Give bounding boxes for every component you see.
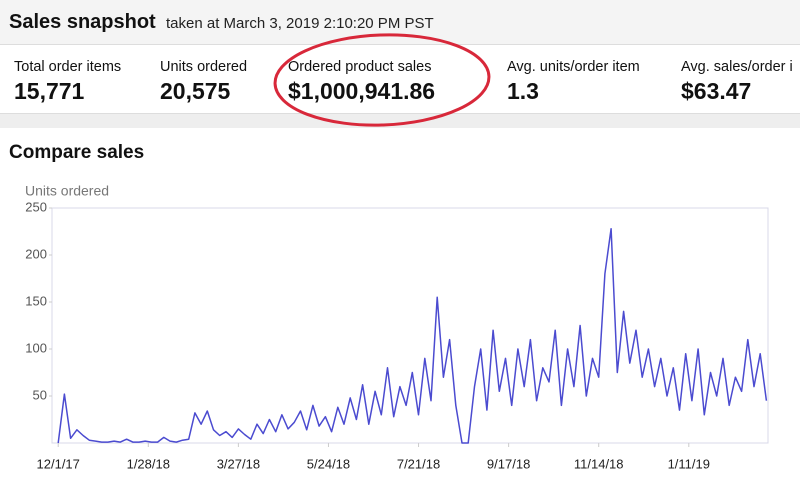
- x-tick-label: 12/1/17: [37, 456, 80, 471]
- y-tick-label: 100: [25, 340, 47, 355]
- y-tick-label: 150: [25, 293, 47, 308]
- metric: Avg. units/order item 1.3: [507, 59, 640, 105]
- plot-frame: [51, 207, 769, 444]
- metric-value: 15,771: [14, 78, 85, 104]
- metric: Units ordered 20,575: [160, 59, 247, 105]
- metric-label: Avg. units/order item: [507, 59, 640, 75]
- x-tick-label: 11/14/18: [574, 456, 624, 471]
- highlight-circle: [273, 33, 491, 127]
- metric: Total order items 15,771: [14, 59, 121, 105]
- line: [57, 227, 768, 444]
- x-tick-label: 3/27/18: [217, 456, 260, 471]
- subtitle: taken at March 3, 2019 2:10:20 PM PST: [166, 15, 434, 32]
- metric: Avg. sales/order i $63.47: [681, 59, 793, 105]
- header: Sales snapshot taken at March 3, 2019 2:…: [0, 0, 800, 45]
- x-tick-label: 1/11/19: [668, 456, 710, 471]
- metric: Ordered product sales $1,000,941.86: [288, 59, 435, 105]
- y-tick-label: 50: [33, 387, 47, 402]
- x-tick-label: 5/24/18: [307, 456, 350, 471]
- metrics: Total order items 15,771 Units ordered 20,…: [0, 45, 800, 114]
- metric-value: $63.47: [681, 78, 752, 104]
- metric-label: Units ordered: [160, 59, 248, 75]
- section-title: Compare sales: [9, 142, 144, 163]
- metric-label: Avg. sales/order i: [681, 59, 793, 75]
- metric-label: Total order items: [14, 59, 122, 75]
- x-tick-label: 1/28/18: [127, 456, 170, 471]
- metric-value: 20,575: [160, 78, 231, 104]
- y-tick-label: 250: [25, 199, 47, 214]
- metric-label: Ordered product sales: [288, 59, 432, 75]
- metric-value: 1.3: [507, 78, 539, 104]
- metric-value: $1,000,941.86: [288, 78, 436, 104]
- x-tick-label: 9/17/18: [487, 456, 530, 471]
- title: Sales snapshot: [9, 11, 156, 33]
- y-tick-label: 200: [25, 246, 47, 261]
- y-axis-label: Units ordered: [25, 183, 109, 199]
- separator: [0, 114, 800, 128]
- x-tick-label: 7/21/18: [397, 456, 440, 471]
